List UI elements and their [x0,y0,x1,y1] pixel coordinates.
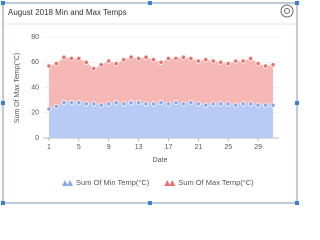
point [188,55,194,62]
point [98,62,104,68]
point [203,102,209,108]
point [270,62,276,68]
chart-title: August 2018 Min and Max Temps [8,8,127,17]
legend-label: Sum Of Min Temp(°C) [76,178,150,187]
point [53,60,60,67]
point [143,101,149,107]
point [225,101,231,107]
legend-marker [164,180,176,186]
point [76,100,82,106]
point [255,60,261,67]
point [46,63,52,69]
point [210,58,216,64]
point [135,100,142,106]
point [68,100,74,106]
point [188,100,194,106]
settings-icon[interactable] [280,4,294,18]
point [233,102,239,108]
point [255,102,261,108]
point [91,101,97,107]
point [210,101,216,107]
point [128,54,134,60]
point [173,100,179,106]
point [248,101,254,107]
point [233,58,239,64]
x-tick-label: 25 [224,144,232,151]
point [143,54,149,60]
point [83,101,89,107]
point [68,55,74,62]
point [218,59,224,65]
legend-marker [62,180,73,186]
point [225,60,231,67]
point [91,65,97,72]
point [158,59,164,65]
point [218,101,224,107]
point [180,54,187,60]
point [180,101,187,107]
y-tick-label: 60 [31,59,39,66]
legend-label: Sum Of Max Temp(°C) [178,178,254,187]
point [240,101,246,107]
point [113,60,119,67]
point [158,100,164,106]
area [48,102,274,138]
point [106,58,112,64]
point [150,57,157,63]
point [61,54,67,60]
point [150,101,157,107]
point [165,101,172,107]
resize-handles[interactable] [1,1,299,205]
point [121,57,127,63]
point [262,63,269,69]
y-tick-label: 80 [31,34,39,41]
point [203,57,209,63]
y-tick-label: 0 [35,135,39,142]
point [248,55,254,62]
x-tick-label: 29 [254,144,262,151]
point [165,55,172,62]
point [128,100,134,106]
y-tick-label: 40 [31,84,39,91]
x-tick-label: 1 [47,144,51,151]
point [106,101,112,107]
point [270,102,276,108]
x-tick-label: 9 [107,144,111,151]
point [83,59,89,65]
x-tick-label: 13 [135,144,143,151]
point [53,103,60,110]
point [113,100,119,106]
point [98,102,104,108]
x-axis-label: Date [153,157,168,164]
point [262,102,269,108]
point [135,55,142,62]
x-tick-label: 17 [165,144,173,151]
x-tick-label: 5 [77,144,81,151]
point [173,55,179,62]
point [121,101,127,107]
point [195,101,201,107]
y-axis-label: Sum Of Max Temp(°C) [13,53,21,123]
chart-widget: August 2018 Min and Max Temps Sum Of Max… [1,1,299,205]
y-tick-label: 20 [31,110,39,117]
point [195,58,201,64]
x-tick-label: 21 [194,144,202,151]
point [240,58,246,64]
point [76,55,82,62]
point [46,106,52,112]
point [61,100,67,106]
